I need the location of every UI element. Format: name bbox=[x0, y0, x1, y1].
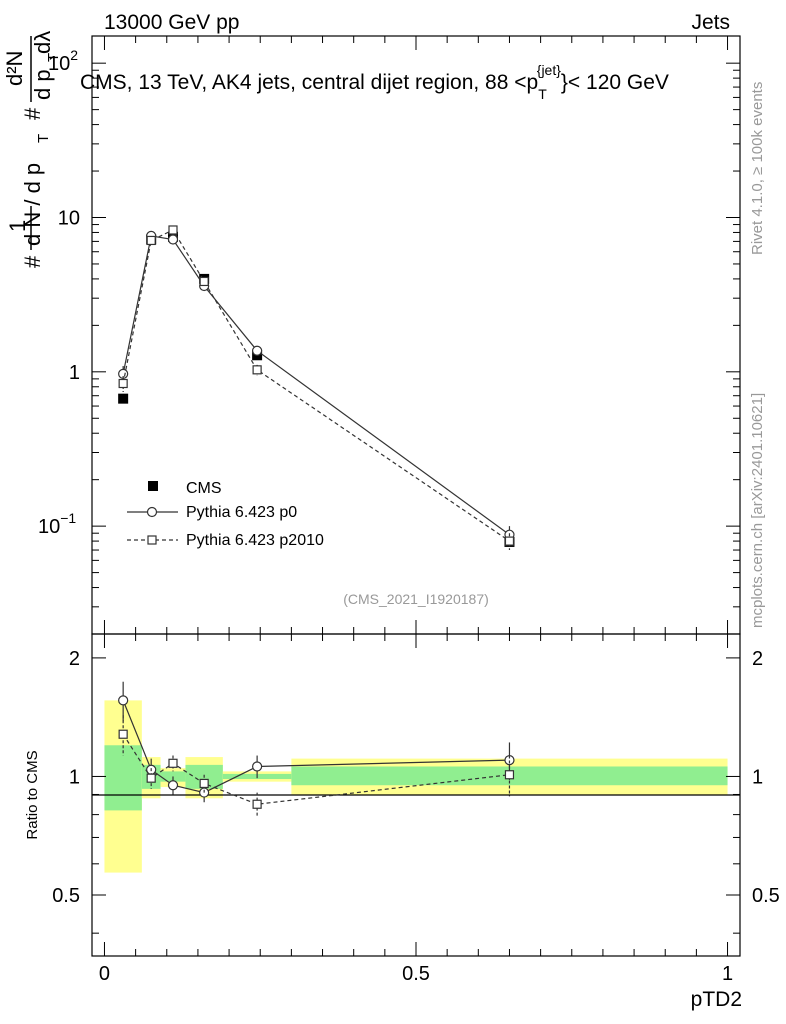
ylabel-dpt: d p bbox=[30, 69, 55, 100]
stat-uncertainty-band bbox=[104, 745, 142, 811]
legend-p2010-label: Pythia 6.423 p2010 bbox=[186, 532, 324, 549]
data-point bbox=[252, 345, 263, 356]
x-tick-label: 1 bbox=[722, 963, 733, 985]
ylabel-one: 1 bbox=[5, 220, 30, 232]
ratio-series-pythia-6-423-p0 bbox=[118, 681, 515, 803]
ylabel-dl: dλ bbox=[30, 31, 55, 54]
ratio-point bbox=[504, 770, 515, 780]
data-point bbox=[504, 536, 515, 546]
title-sup: {jet} bbox=[537, 62, 561, 78]
ratio-point bbox=[146, 773, 156, 783]
ratio-y-tick-label: 1 bbox=[69, 766, 80, 788]
x-axis-label: pTD2 bbox=[691, 988, 742, 1011]
title-sub: T bbox=[538, 86, 547, 102]
ratio-point bbox=[118, 695, 129, 706]
ylabel-t: T bbox=[35, 134, 52, 143]
title-main: CMS, 13 TeV, AK4 jets, central dijet reg… bbox=[80, 71, 538, 94]
main-x-ticks bbox=[103, 36, 729, 634]
ratio-y-tick-label-right: 2 bbox=[752, 648, 763, 670]
legend-p0-marker bbox=[146, 506, 158, 518]
ylabel-d2n: d²N bbox=[2, 51, 27, 86]
chart-title: CMS, 13 TeV, AK4 jets, central dijet reg… bbox=[80, 62, 669, 102]
ratio-x-ticks: 0 0.5 1 bbox=[99, 634, 733, 985]
data-point bbox=[168, 225, 178, 235]
mcplots-label: mcplots.cern.ch [arXiv:2401.10621] bbox=[749, 393, 766, 628]
ratio-line bbox=[122, 733, 510, 805]
ratio-line bbox=[122, 700, 510, 794]
series-pythia-6-423-p0 bbox=[118, 230, 515, 545]
title-tail: }< 120 GeV bbox=[561, 71, 669, 94]
analysis-watermark: (CMS_2021_I1920187) bbox=[343, 591, 489, 607]
main-y-tick-label: 1 bbox=[69, 362, 80, 384]
legend-cms-marker bbox=[148, 481, 158, 491]
ylabel-dn: d N / d p bbox=[20, 163, 45, 246]
legend-p0-label: Pythia 6.423 p0 bbox=[186, 504, 297, 521]
ylabel-t2: T bbox=[45, 53, 62, 62]
main-y-ticks: 10−1 1 10 102 bbox=[38, 47, 740, 635]
ratio-bands bbox=[104, 700, 728, 873]
ratio-point bbox=[252, 799, 262, 809]
ratio-y-tick-label: 0.5 bbox=[52, 885, 80, 907]
series-cms bbox=[118, 231, 515, 547]
series-pythia-6-423-p2010 bbox=[118, 225, 515, 551]
data-point bbox=[146, 235, 156, 246]
ratio-panel: 0.5 0.51 12 2 0 0.5 1 bbox=[52, 633, 780, 985]
data-point bbox=[252, 365, 262, 375]
ylabel-hash1: # bbox=[20, 255, 45, 268]
x-tick-label: 0.5 bbox=[402, 963, 430, 985]
ratio-series-layer bbox=[118, 681, 515, 817]
ratio-y-tick-label-right: 0.5 bbox=[752, 885, 780, 907]
ratio-y-tick-label-right: 1 bbox=[752, 766, 763, 788]
legend: CMS Pythia 6.423 p0 Pythia 6.423 p2010 bbox=[127, 480, 324, 549]
series-line bbox=[122, 229, 510, 542]
ratio-y-label: Ratio to CMS bbox=[24, 750, 41, 839]
ratio-y-ticks: 0.5 0.5 1 1 2 2 bbox=[52, 648, 780, 934]
main-y-tick-label: 102 bbox=[48, 47, 78, 75]
ratio-series-pythia-6-423-p2010 bbox=[118, 715, 515, 817]
ratio-point bbox=[118, 729, 128, 739]
y-axis-label: # 1 d N / d p T # d²N d p T dλ bbox=[2, 31, 62, 268]
main-series-layer bbox=[118, 225, 515, 551]
ratio-point bbox=[167, 780, 179, 791]
main-y-tick-label: 10 bbox=[58, 207, 80, 229]
data-point bbox=[118, 378, 128, 389]
ratio-y-tick-label: 2 bbox=[69, 648, 80, 670]
data-point bbox=[167, 234, 179, 245]
main-y-tick-label: 10−1 bbox=[38, 510, 76, 538]
ratio-point bbox=[252, 761, 263, 772]
main-panel: 10−1 1 10 102 bbox=[38, 35, 741, 635]
series-line bbox=[122, 235, 510, 536]
ratio-point bbox=[199, 778, 209, 789]
legend-cms-label: CMS bbox=[186, 480, 222, 497]
ylabel-hash2: # bbox=[20, 107, 45, 120]
data-point bbox=[118, 393, 129, 404]
x-tick-label: 0 bbox=[99, 963, 110, 985]
data-point bbox=[199, 276, 209, 287]
legend-p2010-marker bbox=[147, 535, 157, 545]
header-left: 13000 GeV pp bbox=[104, 11, 239, 34]
rivet-label: Rivet 4.1.0, ≥ 100k events bbox=[749, 82, 766, 255]
ratio-point bbox=[168, 758, 178, 768]
header-right: Jets bbox=[691, 11, 730, 34]
